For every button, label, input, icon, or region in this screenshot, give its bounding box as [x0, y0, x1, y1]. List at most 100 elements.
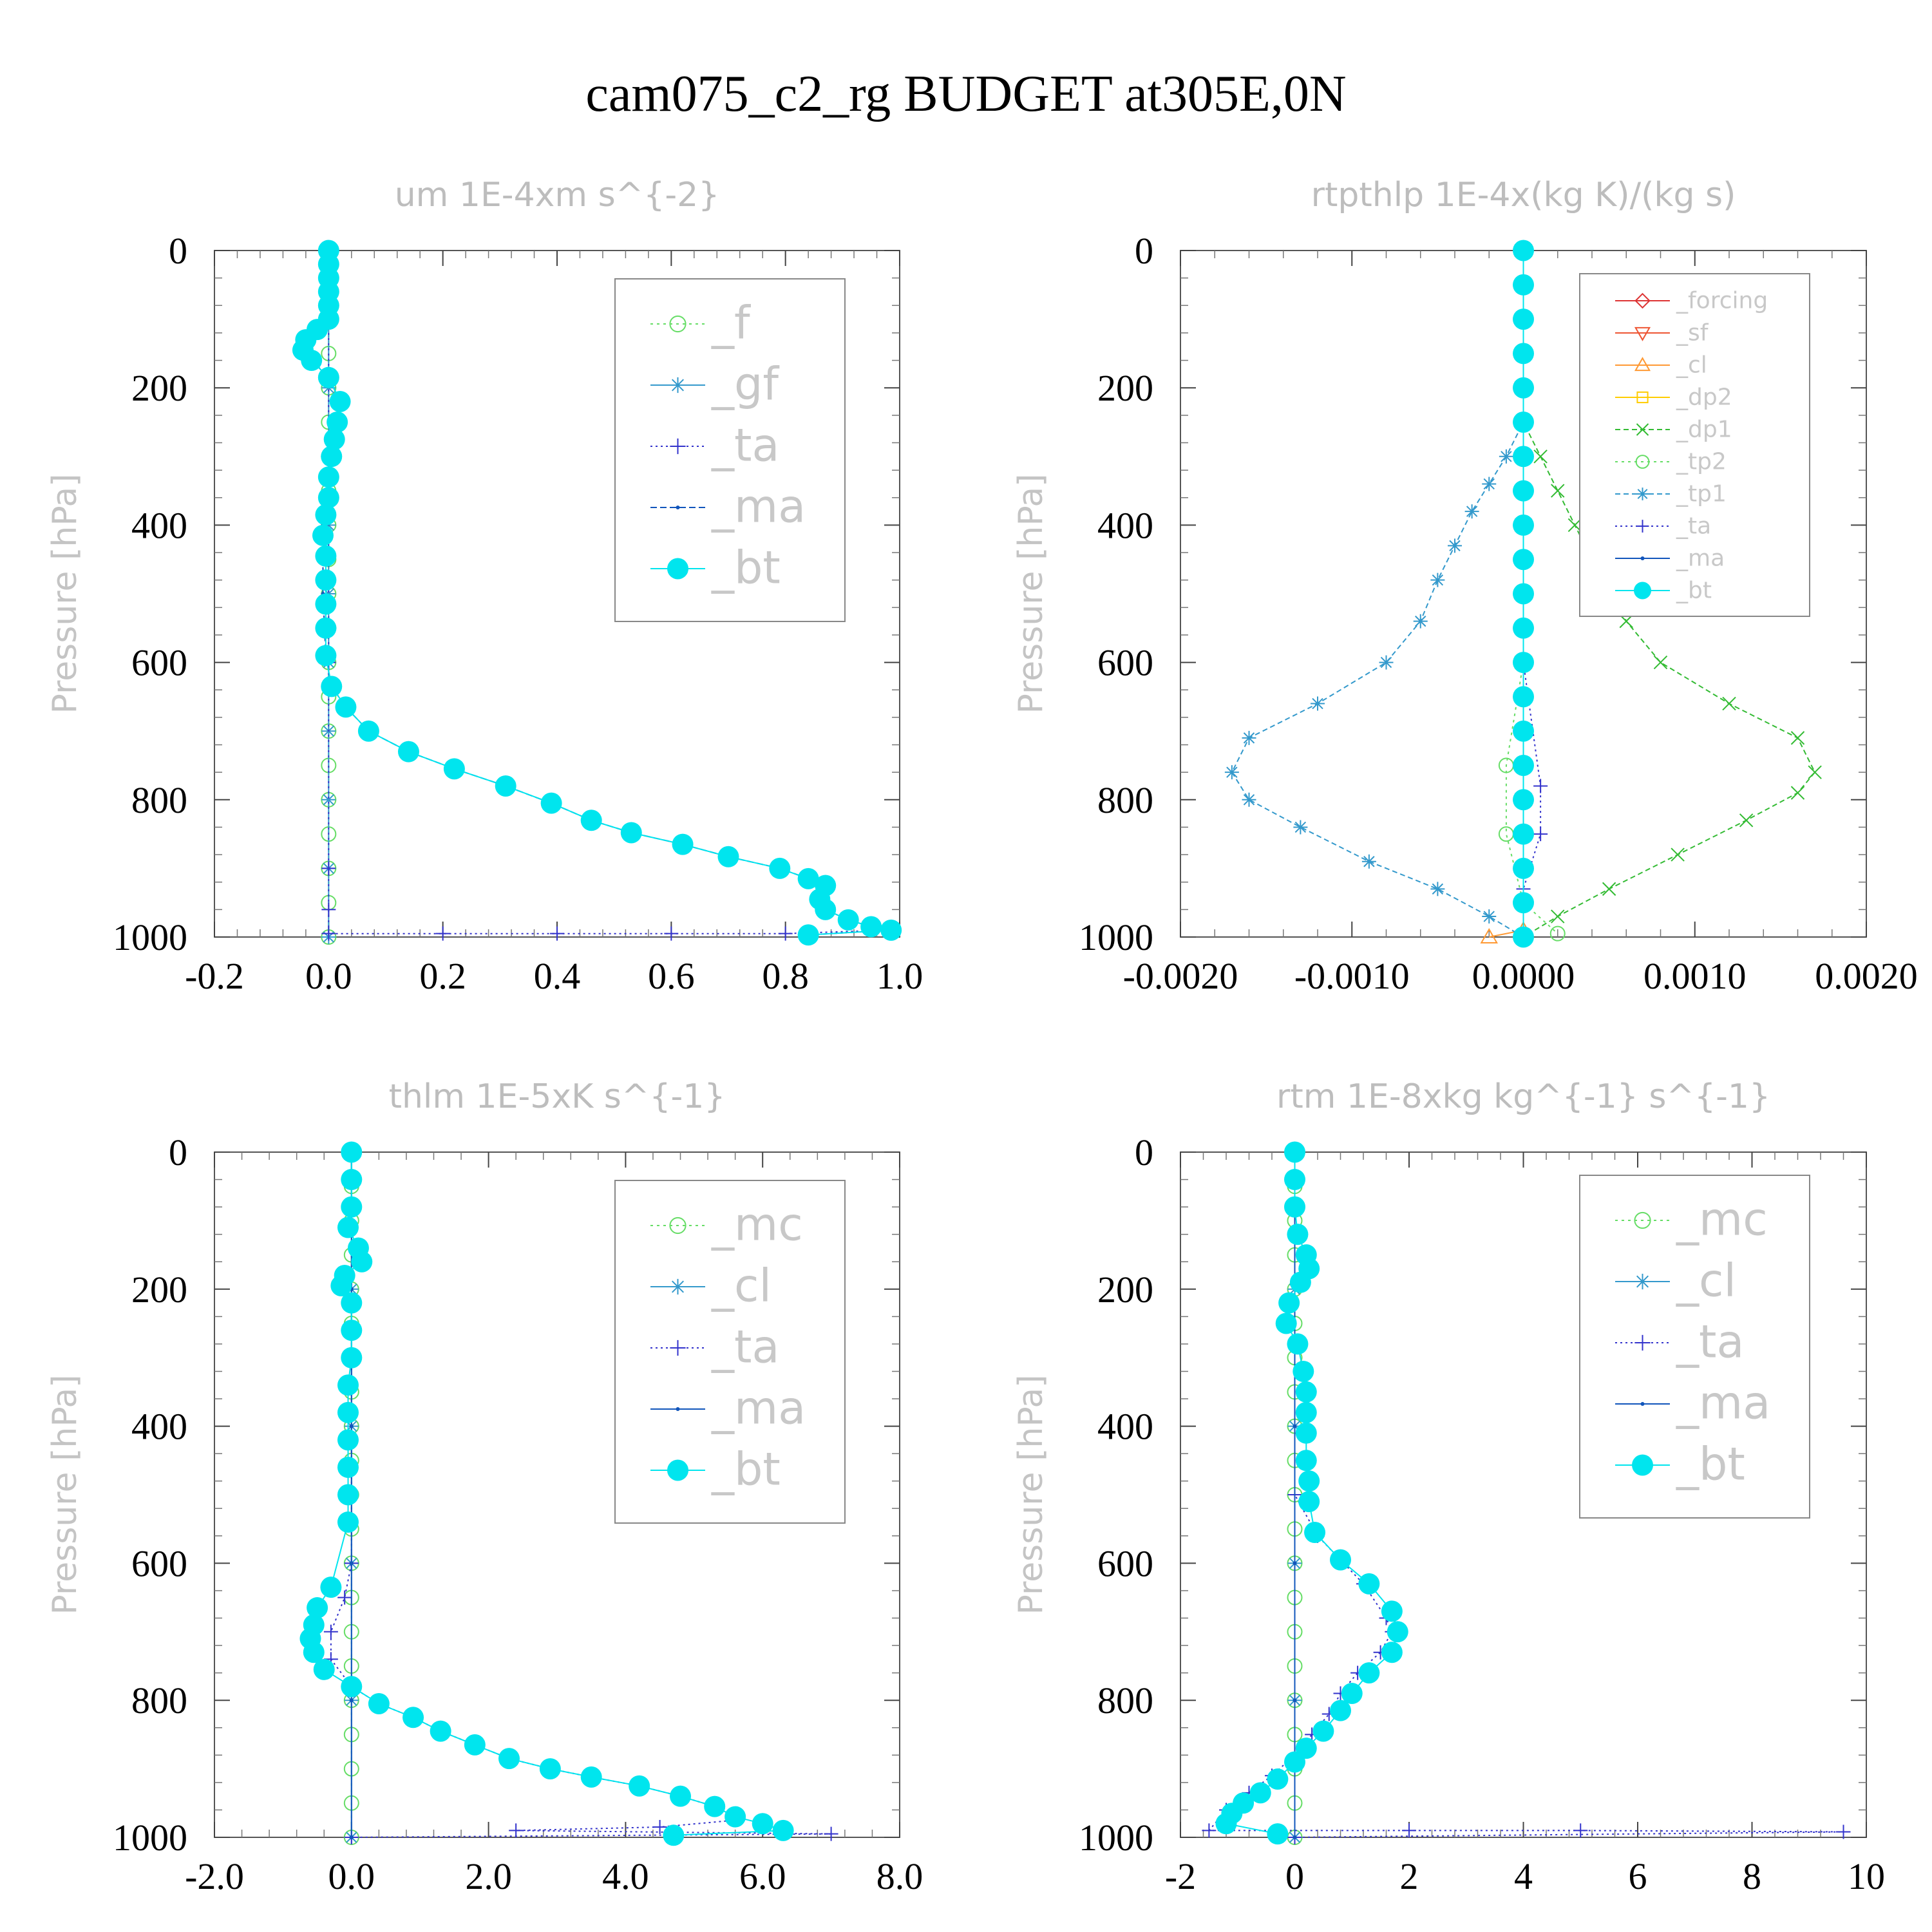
data-marker: [1293, 1424, 1297, 1428]
data-marker: [1293, 820, 1308, 835]
legend-marker: [1636, 520, 1649, 533]
data-marker: [323, 428, 345, 450]
data-marker: [1284, 1751, 1305, 1773]
data-marker: [1284, 1169, 1305, 1191]
data-marker: [550, 926, 564, 941]
y-tick-label: 0: [1135, 1132, 1153, 1173]
panel-title: rtm 1E-8xkg kg^{-1} s^{-1}: [1276, 1077, 1770, 1116]
y-tick-label: 400: [1097, 504, 1153, 546]
legend-marker: [1636, 391, 1649, 404]
panel-title: thlm 1E-5xK s^{-1}: [389, 1077, 726, 1116]
data-marker: [1295, 1381, 1317, 1403]
data-marker: [357, 720, 379, 742]
data-marker: [670, 1785, 692, 1807]
x-tick-label: 0.0010: [1643, 955, 1747, 997]
data-marker: [815, 898, 837, 920]
data-marker: [321, 861, 336, 876]
legend-label: _cl: [711, 1259, 772, 1312]
legend-marker: [670, 1278, 686, 1295]
data-marker: [880, 919, 902, 941]
data-marker: [1341, 1683, 1363, 1705]
data-marker: [1295, 1450, 1317, 1472]
y-tick-label: 200: [131, 1269, 187, 1311]
data-marker: [320, 1577, 342, 1598]
data-marker: [1573, 1823, 1588, 1838]
data-marker: [315, 593, 337, 615]
legend-marker: [676, 506, 680, 509]
y-tick-label: 0: [1135, 230, 1153, 272]
y-axis-label: Pressure [hPa]: [1012, 474, 1050, 714]
legend-label: _ta: [1676, 513, 1711, 540]
data-marker: [1381, 1600, 1403, 1622]
data-marker: [337, 1484, 359, 1506]
legend: _mc _cl _ta _ma _bt: [614, 1180, 846, 1524]
data-marker: [1224, 765, 1239, 780]
data-marker: [312, 524, 334, 546]
legend: _forcing _sf _cl _dp2 _dp1 _tp2 _tp1 _ta _ma _bt: [1579, 273, 1810, 617]
chart-panel-4: rtm 1E-8xkg kg^{-1} s^{-1} Pressure [hPa]…: [1012, 1077, 1885, 1897]
data-marker: [1513, 823, 1534, 845]
data-marker: [315, 545, 337, 567]
data-marker: [303, 1642, 325, 1663]
y-tick-label: 1000: [1079, 916, 1153, 958]
x-tick-label: -0.0020: [1123, 955, 1238, 997]
data-marker: [1513, 652, 1534, 674]
data-marker: [663, 1824, 685, 1846]
x-tick-label: 1.0: [876, 955, 923, 997]
data-marker: [341, 1141, 363, 1163]
legend-label: _cl: [1676, 1254, 1736, 1307]
legend-marker: [1634, 327, 1651, 341]
x-tick-label: 0.4: [534, 955, 581, 997]
series-bt: [1513, 240, 1534, 948]
series-line: [1231, 251, 1524, 938]
series-bt: [299, 1141, 794, 1846]
data-marker: [341, 1292, 363, 1314]
data-marker: [1358, 1573, 1380, 1595]
data-marker: [341, 1196, 363, 1218]
data-marker: [402, 1707, 424, 1728]
data-marker: [1836, 1824, 1851, 1839]
data-marker: [337, 1590, 352, 1605]
data-marker: [341, 1320, 363, 1341]
y-tick-label: 400: [1097, 1406, 1153, 1448]
data-marker: [321, 902, 336, 917]
x-tick-label: 8: [1743, 1855, 1761, 1897]
x-tick-label: 8.0: [876, 1855, 923, 1897]
legend-label: _dp1: [1676, 417, 1732, 443]
legend-label: _tp2: [1676, 449, 1727, 475]
legend-label: _ta: [1676, 1315, 1744, 1368]
y-tick-label: 1000: [1079, 1817, 1153, 1859]
x-tick-label: -2: [1165, 1855, 1196, 1897]
data-marker: [1513, 617, 1534, 639]
y-tick-label: 1000: [113, 916, 187, 958]
data-marker: [1551, 909, 1565, 923]
data-marker: [1249, 1782, 1271, 1804]
y-tick-label: 600: [131, 642, 187, 684]
y-tick-label: 200: [131, 367, 187, 409]
data-marker: [1215, 1813, 1237, 1835]
data-marker: [1330, 1549, 1351, 1571]
x-tick-label: 0: [1285, 1855, 1304, 1897]
data-marker: [1287, 1224, 1309, 1245]
data-marker: [1653, 655, 1668, 670]
legend-marker: [1636, 488, 1649, 500]
data-marker: [1284, 1196, 1305, 1218]
data-marker: [1295, 1422, 1317, 1444]
data-marker: [321, 587, 336, 601]
y-tick-label: 800: [1097, 1680, 1153, 1721]
data-marker: [672, 833, 694, 855]
y-axis-label: Pressure [hPa]: [46, 474, 84, 714]
data-marker: [797, 867, 819, 889]
legend-label: _ma: [1676, 545, 1725, 572]
legend-marker: [1632, 1454, 1653, 1476]
data-marker: [1533, 779, 1548, 793]
y-tick-label: 1000: [113, 1817, 187, 1859]
data-marker: [337, 1511, 359, 1533]
data-marker: [1242, 792, 1256, 807]
legend-label: _gf: [711, 357, 779, 410]
x-tick-label: 4: [1514, 1855, 1533, 1897]
plot-area: [299, 1141, 838, 1846]
legend-label: _mc: [1676, 1193, 1768, 1245]
legend-marker: [1634, 1273, 1651, 1290]
minor-ticks: [1180, 1152, 1866, 1837]
